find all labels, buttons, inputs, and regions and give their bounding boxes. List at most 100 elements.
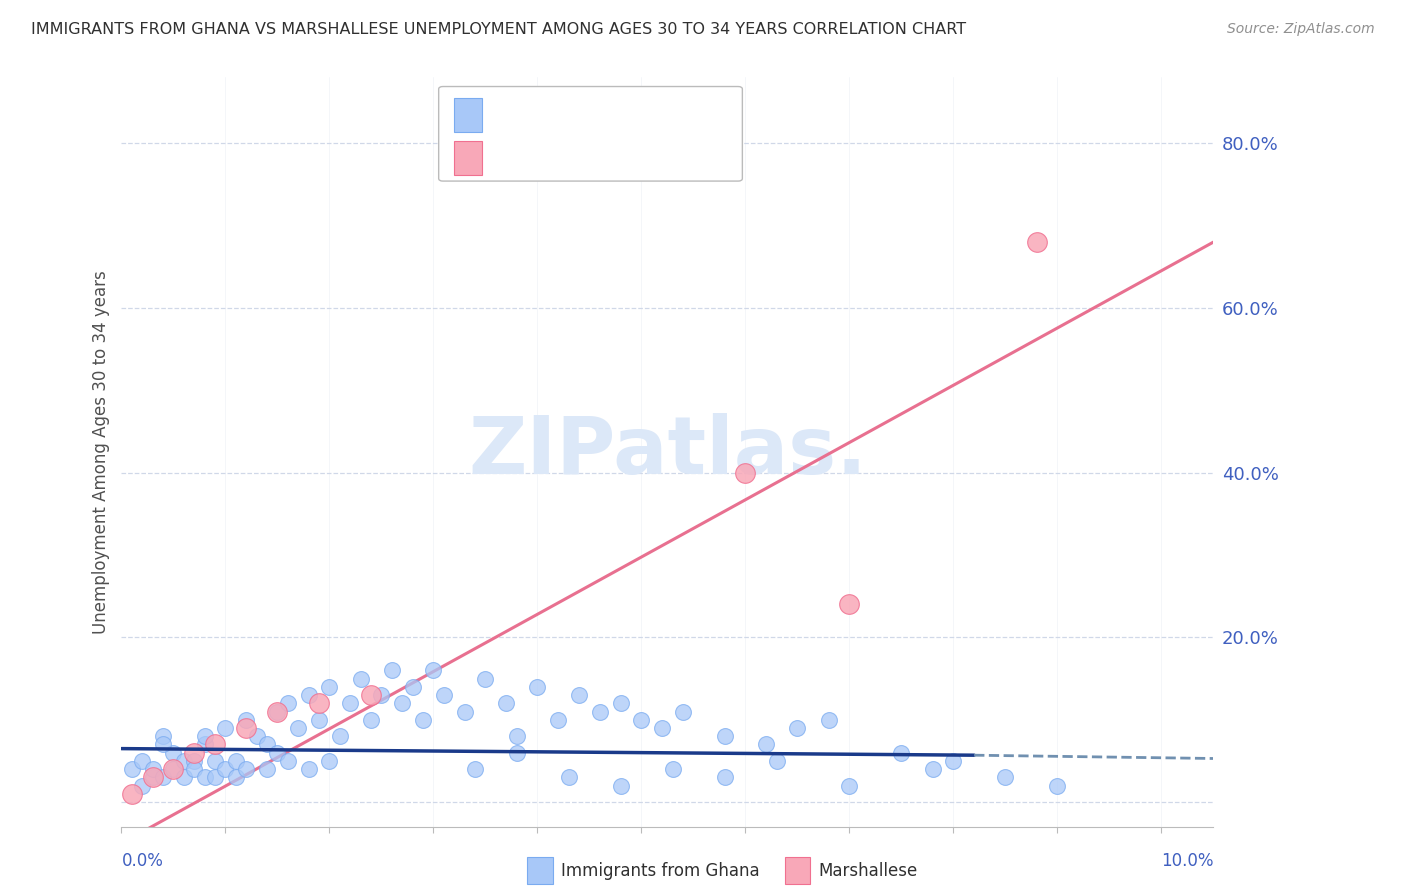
Point bbox=[495, 696, 517, 710]
Point bbox=[131, 779, 153, 793]
Point bbox=[360, 688, 382, 702]
Point bbox=[609, 696, 631, 710]
Point bbox=[318, 680, 340, 694]
Point bbox=[173, 771, 195, 785]
Point bbox=[142, 762, 165, 776]
Point bbox=[713, 771, 735, 785]
Point bbox=[505, 729, 527, 743]
Y-axis label: Unemployment Among Ages 30 to 34 years: Unemployment Among Ages 30 to 34 years bbox=[93, 270, 110, 634]
Point bbox=[152, 729, 174, 743]
Point bbox=[921, 762, 943, 776]
Point bbox=[308, 713, 330, 727]
Point bbox=[547, 713, 569, 727]
Point bbox=[173, 754, 195, 768]
Text: R = -0.033   N = 78: R = -0.033 N = 78 bbox=[489, 105, 689, 123]
Point bbox=[225, 754, 247, 768]
Text: Immigrants from Ghana: Immigrants from Ghana bbox=[561, 862, 759, 880]
Point bbox=[942, 754, 965, 768]
Point bbox=[360, 713, 382, 727]
Point bbox=[817, 713, 839, 727]
Point bbox=[277, 754, 299, 768]
Point bbox=[1046, 779, 1069, 793]
Point bbox=[308, 696, 330, 710]
Point bbox=[474, 672, 496, 686]
Point bbox=[349, 672, 371, 686]
Text: R =  0.885   N = 12: R = 0.885 N = 12 bbox=[489, 148, 689, 166]
Point bbox=[401, 680, 423, 694]
Point bbox=[152, 771, 174, 785]
Point bbox=[318, 754, 340, 768]
Point bbox=[266, 705, 288, 719]
Point bbox=[298, 762, 321, 776]
Point bbox=[131, 754, 153, 768]
Point bbox=[235, 713, 257, 727]
Point bbox=[994, 771, 1017, 785]
Point bbox=[266, 746, 288, 760]
Point bbox=[204, 754, 226, 768]
Point bbox=[121, 762, 143, 776]
Point bbox=[1025, 235, 1047, 249]
Point bbox=[755, 738, 778, 752]
Point bbox=[609, 779, 631, 793]
Point bbox=[329, 729, 352, 743]
Point bbox=[162, 762, 184, 776]
Point bbox=[422, 664, 444, 678]
Point bbox=[672, 705, 695, 719]
Point bbox=[453, 705, 475, 719]
Point bbox=[589, 705, 612, 719]
Point bbox=[214, 721, 236, 735]
Point bbox=[214, 762, 236, 776]
Point bbox=[433, 688, 456, 702]
Text: IMMIGRANTS FROM GHANA VS MARSHALLESE UNEMPLOYMENT AMONG AGES 30 TO 34 YEARS CORR: IMMIGRANTS FROM GHANA VS MARSHALLESE UNE… bbox=[31, 22, 966, 37]
Point bbox=[661, 762, 683, 776]
Point bbox=[121, 787, 143, 801]
Point bbox=[412, 713, 434, 727]
Point bbox=[235, 721, 257, 735]
Point bbox=[464, 762, 486, 776]
Point bbox=[256, 738, 278, 752]
Point bbox=[526, 680, 548, 694]
Text: 10.0%: 10.0% bbox=[1161, 852, 1213, 870]
Point bbox=[630, 713, 652, 727]
Point bbox=[713, 729, 735, 743]
Point bbox=[287, 721, 309, 735]
Point bbox=[142, 771, 165, 785]
Point bbox=[557, 771, 579, 785]
Point bbox=[183, 762, 205, 776]
Point bbox=[298, 688, 321, 702]
Point bbox=[277, 696, 299, 710]
Point bbox=[194, 738, 217, 752]
Point bbox=[183, 746, 205, 760]
Point bbox=[765, 754, 787, 768]
Point bbox=[194, 771, 217, 785]
Point bbox=[152, 738, 174, 752]
Point bbox=[266, 705, 288, 719]
Point bbox=[162, 762, 184, 776]
Point bbox=[246, 729, 269, 743]
Point bbox=[204, 738, 226, 752]
Point bbox=[838, 779, 860, 793]
Point bbox=[391, 696, 413, 710]
Point bbox=[734, 466, 756, 480]
Point bbox=[225, 771, 247, 785]
Text: Marshallese: Marshallese bbox=[818, 862, 918, 880]
Point bbox=[142, 771, 165, 785]
Point bbox=[890, 746, 912, 760]
Point bbox=[339, 696, 361, 710]
Point bbox=[381, 664, 404, 678]
Point bbox=[194, 729, 217, 743]
Point bbox=[786, 721, 808, 735]
Point bbox=[204, 771, 226, 785]
Point bbox=[235, 762, 257, 776]
Text: Source: ZipAtlas.com: Source: ZipAtlas.com bbox=[1227, 22, 1375, 37]
Point bbox=[838, 598, 860, 612]
Point bbox=[370, 688, 392, 702]
Text: ZIPatlas.: ZIPatlas. bbox=[468, 413, 868, 491]
Point bbox=[256, 762, 278, 776]
Point bbox=[505, 746, 527, 760]
Point bbox=[183, 754, 205, 768]
Point bbox=[651, 721, 673, 735]
Text: 0.0%: 0.0% bbox=[121, 852, 163, 870]
Point bbox=[568, 688, 591, 702]
Point bbox=[162, 746, 184, 760]
